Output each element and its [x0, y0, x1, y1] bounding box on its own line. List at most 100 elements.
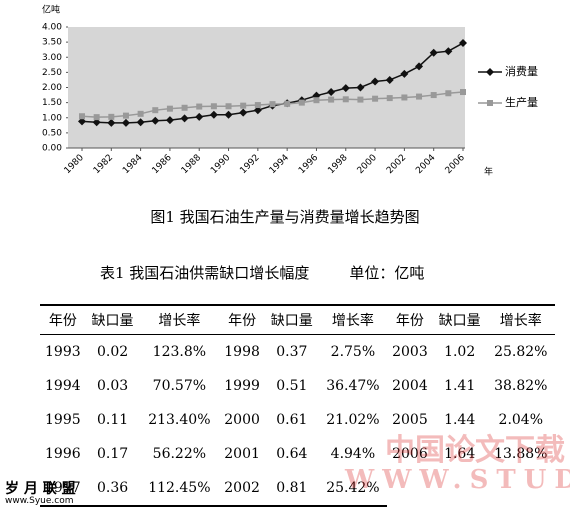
- marker: [284, 100, 291, 107]
- cell: 缺口量: [264, 304, 319, 335]
- x-axis-label: 年: [484, 166, 493, 178]
- cell: 13.88%: [494, 446, 548, 462]
- marker: [166, 105, 173, 112]
- marker: [429, 48, 438, 57]
- cell: 56.22%: [152, 446, 207, 462]
- cell: 38.82%: [494, 378, 548, 394]
- cell: 0.51: [276, 378, 308, 394]
- x-tick-label: 2006: [444, 153, 467, 176]
- logo-url: www.Syue.com: [5, 496, 74, 506]
- x-tick-label: 1996: [297, 153, 320, 176]
- marker: [92, 118, 101, 127]
- table-title-text: 表1 我国石油供需缺口增长幅度: [100, 264, 310, 282]
- cell: 0.61: [276, 412, 308, 428]
- chart: 亿吨 年 0.00 0.50 1.00 1.50 2.00 2.50 3.00 3.50 4.0…: [42, 4, 538, 178]
- marker: [225, 103, 232, 110]
- cell: 年份: [40, 304, 86, 335]
- marker: [342, 96, 349, 103]
- cell: 0.64: [276, 446, 308, 462]
- cell: 2000: [224, 412, 260, 428]
- cell: 1.64: [444, 446, 476, 462]
- marker: [78, 117, 86, 126]
- marker: [79, 113, 85, 120]
- y-tick-label: 2.00: [42, 83, 62, 93]
- y-tick-label: 3.50: [42, 38, 62, 48]
- marker: [269, 101, 276, 108]
- cell: 增长率: [318, 304, 388, 335]
- y-tick-label: 1.50: [42, 98, 62, 108]
- marker: [137, 110, 144, 117]
- y-tick-label: 0.00: [42, 144, 62, 154]
- x-tick-label: 1980: [63, 153, 86, 176]
- marker: [386, 95, 393, 102]
- marker: [400, 69, 409, 78]
- cell: 213.40%: [148, 412, 211, 428]
- marker: [416, 93, 423, 100]
- cell: 70.57%: [152, 378, 207, 394]
- cell: 1993: [45, 344, 81, 360]
- marker: [239, 108, 248, 117]
- row: 1995 0.11 213.40% 2000 0.61 21.02% 2005 1.44 2.0…: [40, 403, 555, 437]
- marker: [430, 92, 437, 99]
- cell: 2.04%: [498, 412, 544, 428]
- marker: [196, 103, 203, 110]
- cell: 0.81: [264, 471, 319, 507]
- watermark: WWW.STUDA.: [345, 465, 570, 495]
- marker: [460, 89, 466, 96]
- x-tick-label: 1986: [151, 153, 174, 176]
- data-table: 年份 缺口量 增长率 年份 缺口量 增长率 年份 缺口量 增长率 1993 0.02 123.8% 19…: [40, 304, 555, 507]
- x-tick-label: 1988: [180, 153, 203, 176]
- x-tick-label: 1998: [326, 153, 349, 176]
- marker: [487, 100, 493, 106]
- cell: 1996: [45, 446, 81, 462]
- cell: 2005: [392, 412, 428, 428]
- marker: [180, 114, 189, 123]
- cell: 年份: [219, 304, 265, 335]
- cell: 0.11: [96, 412, 129, 428]
- cell: 0.37: [276, 344, 308, 360]
- cell: 1997: [40, 471, 86, 507]
- x-tick-label: 2002: [385, 153, 408, 176]
- marker: [298, 99, 305, 106]
- row: 1994 0.03 70.57% 1999 0.51 36.47% 2004 1.41 38.8…: [40, 369, 555, 403]
- marker: [486, 68, 494, 76]
- marker: [121, 118, 130, 127]
- cell: 1.41: [444, 378, 476, 394]
- cell: 缺口量: [432, 304, 487, 335]
- marker: [152, 107, 159, 114]
- x-tick-label: 2004: [414, 153, 437, 176]
- x-tick-label: 1992: [238, 153, 261, 176]
- marker: [122, 112, 129, 119]
- cell: 1995: [45, 412, 81, 428]
- figure-caption: 图1 我国石油生产量与消费量增长趋势图: [150, 208, 420, 226]
- cell: 2004: [392, 378, 428, 394]
- cell: 112.45%: [139, 471, 220, 507]
- marker: [313, 97, 320, 104]
- row: 1997 0.36 112.45% 2002 0.81 25.42%: [40, 471, 555, 507]
- cell: 年份: [387, 304, 433, 335]
- x-tick-label: 1984: [121, 153, 144, 176]
- cell: 1.44: [444, 412, 476, 428]
- plot-area: [68, 27, 465, 148]
- marker: [254, 102, 261, 109]
- marker: [151, 116, 160, 125]
- row: 1996 0.17 56.22% 2001 0.64 4.94% 2006 1.64 13.88…: [40, 437, 555, 471]
- marker: [240, 102, 247, 109]
- cell: 2006: [392, 446, 428, 462]
- marker: [108, 113, 115, 120]
- cell: 2002: [219, 471, 265, 507]
- cell: 缺口量: [85, 304, 140, 335]
- cell: 1.02: [444, 344, 476, 360]
- marker: [165, 116, 174, 125]
- marker: [210, 103, 217, 110]
- x-tick-label: 1994: [268, 153, 291, 176]
- y-tick-label: 3.00: [42, 53, 62, 63]
- y-tick-label: 4.00: [42, 23, 62, 33]
- marker: [356, 83, 365, 92]
- table-unit: 单位：亿吨: [349, 264, 425, 282]
- cell: 2001: [224, 446, 260, 462]
- logo: 岁 月 联 盟: [5, 481, 76, 497]
- legend-label: 生产量: [505, 95, 538, 109]
- marker: [401, 94, 408, 101]
